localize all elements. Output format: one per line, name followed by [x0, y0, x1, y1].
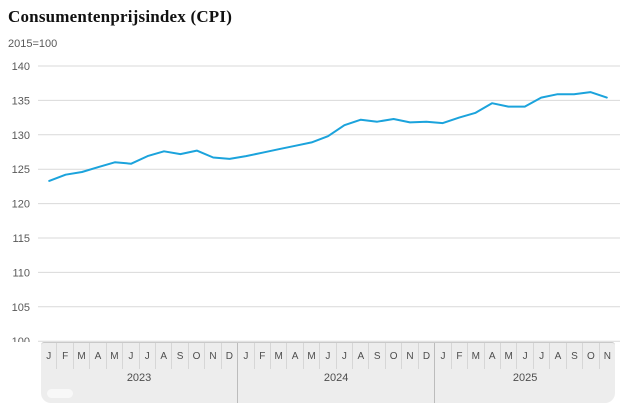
month-cell[interactable]: A [483, 343, 500, 369]
month-cell[interactable]: D [220, 343, 237, 369]
month-cell[interactable]: S [565, 343, 582, 369]
month-cell[interactable]: M [105, 343, 122, 369]
month-cell[interactable]: N [204, 343, 220, 369]
chart-title: Consumentenprijsindex (CPI) [8, 7, 233, 26]
month-cell[interactable]: N [598, 343, 615, 369]
month-cell[interactable]: J [138, 343, 155, 369]
cpi-line-chart: 100 105 110 115 120 125 130 135 140 [12, 61, 620, 342]
cpi-data-line [48, 91, 608, 182]
year-group-2023: J F M A M J J A S O N D 2023 [41, 343, 237, 403]
month-cell[interactable]: M [302, 343, 319, 369]
month-cell[interactable]: J [46, 350, 52, 362]
month-cell[interactable]: O [187, 343, 204, 369]
time-axis: J F M A M J J A S O N D 2023 J F M A M J J A S O N D 2024 J F M A M J J A… [41, 343, 615, 403]
chart-subtitle: 2015=100 [8, 38, 58, 50]
y-axis-tick-label: 130 [12, 130, 30, 142]
month-cell[interactable]: J [440, 350, 446, 362]
month-cell[interactable]: J [243, 350, 249, 362]
month-cell[interactable]: M [499, 343, 516, 369]
year-group-2024: J F M A M J J A S O N D 2024 [237, 343, 434, 403]
year-group-2025: J F M A M J J A S O N 2025 [434, 343, 615, 403]
y-axis-tick-label: 125 [12, 164, 30, 176]
month-cell[interactable]: J [532, 343, 549, 369]
month-cell[interactable]: O [582, 343, 598, 369]
y-axis-tick-label: 140 [12, 61, 30, 73]
month-cell[interactable]: O [384, 343, 401, 369]
month-cell[interactable]: M [467, 343, 483, 369]
month-cell[interactable]: N [401, 343, 417, 369]
month-cell[interactable]: J [335, 343, 352, 369]
month-cell[interactable]: F [450, 343, 467, 369]
y-axis-tick-label: 110 [12, 267, 30, 279]
y-axis-tick-label: 105 [12, 302, 30, 314]
month-cell[interactable]: F [56, 343, 72, 369]
month-cell[interactable]: M [72, 343, 89, 369]
month-cell[interactable]: D [417, 343, 434, 369]
range-handle[interactable] [47, 389, 73, 398]
time-range-selector[interactable]: J F M A M J J A S O N D 2023 J F M A M J J A S O N D 2024 J F M A M J J A… [41, 342, 615, 403]
month-cell[interactable]: J [319, 343, 335, 369]
month-cell[interactable]: A [154, 343, 171, 369]
year-label: 2025 [512, 372, 538, 384]
y-axis-tick-label: 100 [12, 336, 30, 342]
month-cell[interactable]: F [253, 343, 270, 369]
month-cell[interactable]: A [89, 343, 105, 369]
y-axis-tick-label: 120 [12, 199, 30, 211]
year-label: 2023 [126, 372, 152, 384]
month-cell[interactable]: M [269, 343, 286, 369]
month-cell[interactable]: S [171, 343, 187, 369]
y-axis-tick-label: 135 [12, 95, 30, 107]
year-label: 2024 [323, 372, 349, 384]
month-cell[interactable]: A [549, 343, 565, 369]
month-cell[interactable]: J [516, 343, 532, 369]
y-axis-tick-label: 115 [12, 233, 30, 245]
month-cell[interactable]: S [368, 343, 384, 369]
month-cell[interactable]: A [352, 343, 368, 369]
month-cell[interactable]: J [122, 343, 138, 369]
month-cell[interactable]: A [286, 343, 302, 369]
